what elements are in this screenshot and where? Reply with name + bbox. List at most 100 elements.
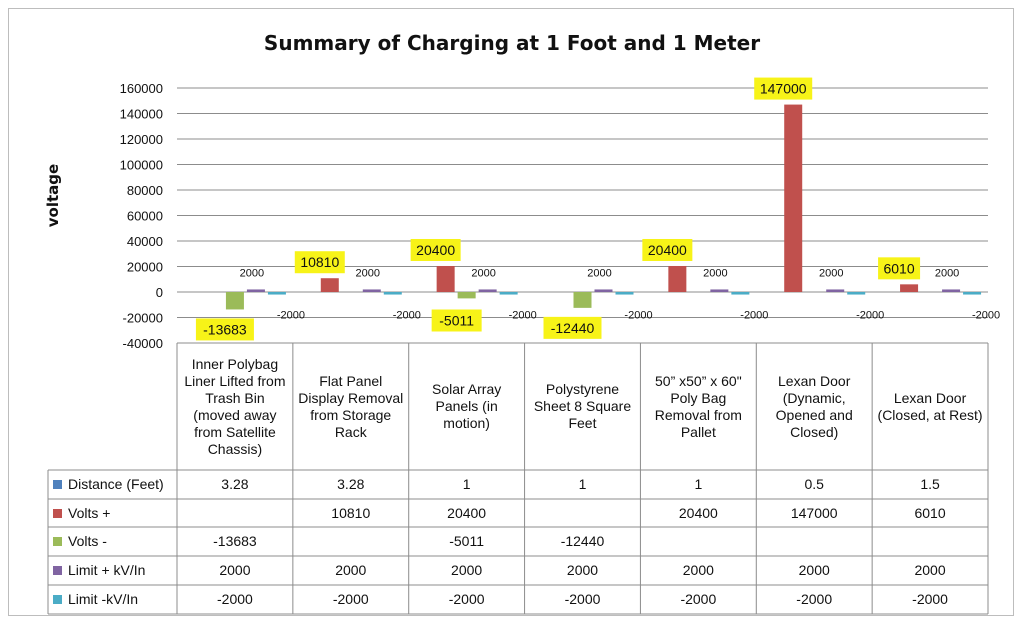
table-cell: 3.28	[221, 476, 249, 492]
data-label-highlight	[754, 77, 813, 100]
legend-row-header: Volts +	[48, 499, 110, 527]
y-tick-label: 120000	[120, 132, 163, 147]
bar-limit-kv-in	[731, 292, 750, 295]
legend-swatch	[53, 566, 62, 575]
series-name: Limit + kV/In	[68, 562, 146, 578]
legend-swatch	[53, 595, 62, 604]
category-label: Inner Polybag Liner Lifted from Trash Bi…	[184, 355, 286, 457]
bar-volts-	[668, 265, 687, 292]
series-name: Volts -	[68, 533, 107, 549]
data-label: -5011	[439, 313, 474, 329]
y-tick-label: 40000	[127, 234, 163, 249]
y-tick-label: 60000	[127, 209, 163, 224]
data-label: -12440	[551, 320, 595, 336]
chart-title: Summary of Charging at 1 Foot and 1 Mete…	[263, 31, 761, 55]
legend-swatch	[53, 480, 62, 489]
legend-swatch	[53, 509, 62, 518]
limit-data-label: -2000	[740, 310, 768, 322]
table-cell: 20400	[447, 505, 487, 521]
bar-limit-kv-in	[362, 289, 381, 292]
series-name: Limit -kV/In	[68, 591, 139, 607]
data-label-highlight	[195, 318, 254, 341]
bar-limit-kv-in	[826, 289, 845, 292]
table-cell: 2000	[682, 562, 714, 578]
table-cell: 10810	[331, 505, 371, 521]
limit-data-label: -2000	[624, 310, 652, 322]
data-label-highlight	[878, 257, 921, 280]
y-tick-label: 80000	[127, 183, 163, 198]
bar-limit-kv-in	[499, 292, 518, 295]
data-label: -13683	[203, 321, 247, 337]
limit-data-label: 2000	[471, 267, 495, 279]
bar-volts-	[320, 278, 339, 292]
bar-limit-kv-in	[594, 289, 613, 292]
table-cell: -2000	[680, 591, 717, 607]
table-cell: -2000	[332, 591, 369, 607]
table-cell: 147000	[790, 505, 838, 521]
table-cell: 0.5	[804, 476, 824, 492]
bar-volts-	[573, 292, 592, 308]
bar-limit-kv-in	[478, 289, 497, 292]
bar-volts-	[900, 284, 919, 292]
data-label: 147000	[760, 81, 807, 97]
table-cell: 20400	[678, 505, 718, 521]
data-label: 20400	[416, 242, 455, 258]
table-cell: -2000	[448, 591, 485, 607]
data-label-highlight	[294, 251, 345, 274]
table-cell: 2000	[914, 562, 946, 578]
bar-limit-kv-in	[942, 289, 961, 292]
table-cell: 2000	[219, 562, 251, 578]
limit-data-label: 2000	[587, 267, 611, 279]
limit-data-label: 2000	[703, 267, 727, 279]
data-label: 10810	[300, 254, 339, 270]
table-cell: 6010	[914, 505, 946, 521]
limit-data-label: -2000	[972, 310, 1000, 322]
bar-limit-kv-in	[963, 292, 982, 295]
table-cell: 2000	[798, 562, 830, 578]
series-name: Distance (Feet)	[68, 476, 164, 492]
table-cell: 1.5	[920, 476, 940, 492]
limit-data-label: 2000	[819, 267, 843, 279]
limit-data-label: -2000	[277, 310, 305, 322]
table-cell: 1	[694, 476, 703, 492]
table-cell: 2000	[451, 562, 483, 578]
category-label: Solar Array Panels (in motion)	[432, 381, 502, 431]
category-label: 50” x50” x 60" Poly Bag Removal from Pal…	[654, 372, 742, 440]
bar-limit-kv-in	[383, 292, 402, 295]
data-label: 6010	[883, 260, 914, 276]
bar-limit-kv-in	[847, 292, 866, 295]
table-cell: 1	[578, 476, 587, 492]
bar-limit-kv-in	[615, 292, 634, 295]
limit-data-label: 2000	[240, 267, 264, 279]
series-name: Volts +	[68, 505, 111, 521]
legend-row-header: Volts -	[48, 527, 107, 556]
category-label: Lexan Door (Closed, at Rest)	[877, 389, 983, 423]
bar-limit-kv-in	[267, 292, 286, 295]
y-tick-label: -20000	[123, 311, 163, 326]
limit-data-label: -2000	[393, 310, 421, 322]
data-label-highlight	[431, 309, 482, 332]
table-cell: 2000	[335, 562, 367, 578]
table-cell: -2000	[564, 591, 601, 607]
bar-limit-kv-in	[246, 289, 265, 292]
category-label: Lexan Door (Dynamic, Opened and Closed)	[775, 372, 853, 440]
y-tick-label: 0	[156, 285, 163, 300]
table-cell: -5011	[449, 533, 485, 549]
table-cell: -2000	[912, 591, 948, 607]
y-tick-label: -40000	[123, 336, 163, 351]
bar-limit-kv-in	[710, 289, 729, 292]
table-cell: -13683	[213, 533, 257, 549]
table-cell: 3.28	[337, 476, 365, 492]
data-label: 20400	[648, 242, 687, 258]
bar-volts-	[436, 265, 455, 292]
bar-volts-	[457, 292, 476, 299]
table-cell: -2000	[217, 591, 253, 607]
table-cell: -12440	[560, 533, 605, 549]
bar-volts-	[784, 104, 803, 292]
limit-data-label: 2000	[935, 267, 959, 279]
limit-data-label: 2000	[356, 267, 380, 279]
legend-swatch	[53, 537, 62, 546]
bar-volts-	[225, 292, 244, 310]
limit-data-label: -2000	[856, 310, 884, 322]
